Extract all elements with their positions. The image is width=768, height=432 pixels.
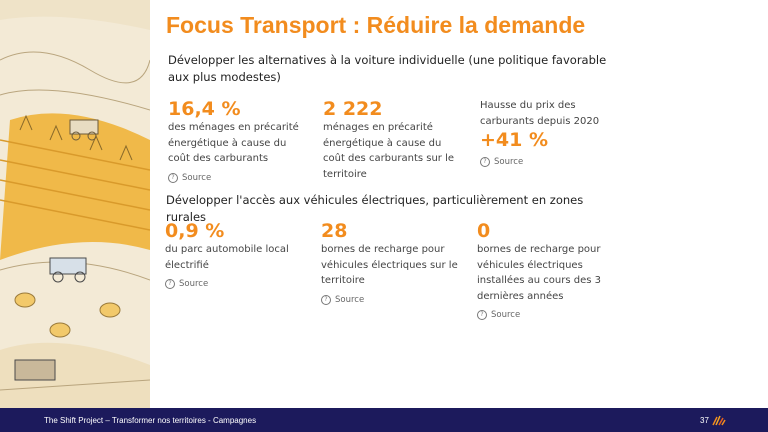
stat-value: 2 222 xyxy=(323,98,383,120)
source-label: Source xyxy=(491,310,521,320)
source-label: Source xyxy=(182,172,212,183)
source-link[interactable]: ? Source xyxy=(165,279,305,289)
stat-value: 28 xyxy=(321,220,348,242)
shift-project-logo-icon xyxy=(712,414,726,428)
stat-electrified-fleet: 0,9 % du parc automobile local électrifi… xyxy=(165,220,305,289)
section2-heading: Développer l'accès aux véhicules électri… xyxy=(166,193,584,224)
source-label: Source xyxy=(179,279,209,289)
question-icon: ? xyxy=(168,172,178,183)
question-icon: ? xyxy=(480,157,490,167)
stat-value: 0,9 % xyxy=(165,220,225,242)
stat-fuel-poverty-households: 2 222 ménages en précarité énergétique à… xyxy=(323,98,463,182)
source-label: Source xyxy=(494,157,524,167)
question-icon: ? xyxy=(165,279,175,289)
source-link[interactable]: ? Source xyxy=(480,157,610,167)
stat-description: Hausse du prix des carburants depuis 202… xyxy=(480,100,600,127)
stat-description: ménages en précarité énergétique à cause… xyxy=(323,122,455,180)
source-link[interactable]: ? Source xyxy=(321,294,461,305)
source-label: Source xyxy=(335,294,365,305)
stat-description: bornes de recharge pour véhicules électr… xyxy=(477,244,601,302)
stat-description: bornes de recharge pour véhicules électr… xyxy=(321,244,458,286)
stat-fuel-price-increase: Hausse du prix des carburants depuis 202… xyxy=(480,98,610,167)
footer-bar: The Shift Project – Transformer nos terr… xyxy=(0,408,768,432)
question-icon: ? xyxy=(477,310,487,320)
page-title: Focus Transport : Réduire la demande xyxy=(166,12,586,38)
footer-text: The Shift Project – Transformer nos terr… xyxy=(44,416,257,425)
stat-value: 16,4 % xyxy=(168,98,241,120)
source-link[interactable]: ? Source xyxy=(168,172,308,183)
stat-description: des ménages en précarité énergétique à c… xyxy=(168,122,299,164)
question-icon: ? xyxy=(321,294,331,305)
countryside-illustration xyxy=(0,0,150,408)
stat-new-charging-stations: 0 bornes de recharge pour véhicules élec… xyxy=(477,220,607,320)
stat-charging-stations: 28 bornes de recharge pour véhicules éle… xyxy=(321,220,461,305)
section1-heading: Développer les alternatives à la voiture… xyxy=(168,53,607,84)
stat-description: du parc automobile local électrifié xyxy=(165,244,289,271)
source-link[interactable]: ? Source xyxy=(477,310,607,320)
page-number: 37 xyxy=(700,416,709,425)
stat-value: +41 % xyxy=(480,129,549,151)
stat-value: 0 xyxy=(477,220,491,242)
stat-fuel-poverty-percent: 16,4 % des ménages en précarité énergéti… xyxy=(168,98,308,183)
